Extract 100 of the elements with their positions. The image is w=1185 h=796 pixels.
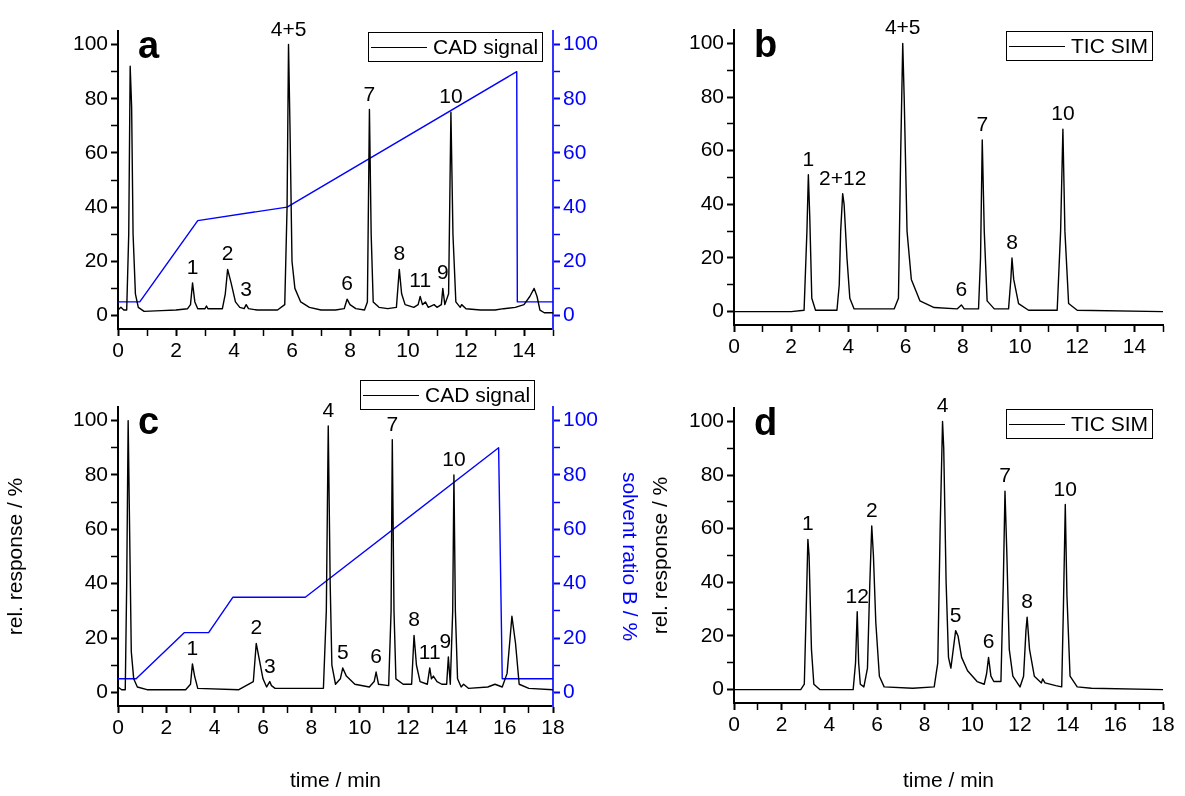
annotation: 2+12 [819,165,867,189]
y-tick-label: 100 [688,30,724,54]
y-tick-label: 60 [84,516,108,540]
x-tick-label: 8 [918,712,931,736]
annotation: 6 [982,629,995,653]
x-tick-label: 0 [728,712,740,736]
annotation: 4+5 [270,16,307,40]
annotation: 4 [322,398,335,422]
x-tick-label: 16 [1103,712,1128,736]
y2-tick-label: 60 [563,516,587,540]
annotation: 7 [363,81,376,105]
annotation: 3 [240,276,253,300]
x-tick-label: 14 [1122,334,1147,358]
y-tick-label: 60 [700,515,724,539]
annotation: 8 [1006,229,1018,253]
y-tick-label: 40 [700,569,724,593]
y-tick-label: 20 [700,622,724,646]
annotation: 10 [442,446,466,470]
x-tick-label: 10 [960,712,985,736]
annotation: 9 [439,629,452,653]
y-tick-label: 60 [84,139,108,163]
legend-label: TIC SIM [1071,34,1148,58]
annotation: 12 [845,583,869,607]
legend-label: CAD signal [425,383,531,407]
chart-title: b [754,23,778,65]
x-tick-label: 10 [396,338,420,362]
x-tick-label: 8 [956,334,969,358]
annotation: 11 [418,639,441,663]
x-tick-label: 2 [775,712,788,736]
annotation: 1 [186,254,199,278]
chart-title: a [138,24,160,66]
x-tick-label: 14 [1055,712,1080,736]
y-tick-label: 40 [700,191,724,215]
x-tick-label: 2 [170,338,182,362]
x-tick-label: 12 [1008,712,1032,736]
annotation: 2 [221,241,234,265]
x-tick-label: 8 [305,715,318,739]
x-axis-title: time / min [289,768,382,792]
annotation: 10 [1053,476,1077,500]
annotation: 10 [439,84,463,108]
y-tick-label: 0 [96,302,108,326]
annotation: 6 [370,644,382,668]
x-tick-label: 18 [1151,712,1175,736]
legend-label: TIC SIM [1071,412,1148,436]
x-tick-label: 0 [112,338,124,362]
y-tick-label: 100 [688,408,724,432]
x-tick-label: 16 [492,715,517,739]
x-tick-label: 2 [785,334,798,358]
x-tick-label: 12 [454,338,478,362]
y-tick-label: 80 [700,461,724,485]
annotation: 2 [250,615,263,639]
y2-tick-label: 100 [563,31,599,55]
annotation: 7 [999,463,1011,487]
x-tick-label: 4 [823,712,836,736]
y2-tick-label: 80 [563,461,587,485]
y2-tick-label: 40 [563,193,587,217]
y-tick-label: 60 [700,137,724,161]
annotation: 1 [802,511,814,535]
x-tick-label: 18 [541,715,565,739]
y-tick-label: 100 [72,31,108,55]
annotation: 11 [409,268,432,292]
chart-title: c [138,400,160,442]
x-tick-label: 10 [347,715,372,739]
x-tick-label: 8 [344,338,356,362]
x-tick-label: 12 [396,715,420,739]
annotation: 8 [1021,589,1033,613]
y-tick-label: 0 [96,679,108,703]
annotation: 1 [186,635,199,659]
y-tick-label: 0 [712,298,724,322]
annotation: 8 [393,241,406,265]
x-tick-label: 10 [1008,334,1032,358]
x-tick-label: 0 [728,334,740,358]
x-tick-label: 14 [512,338,536,362]
y-axis-title: rel. response / % [648,476,672,635]
y2-tick-label: 0 [563,302,575,326]
annotation: 3 [263,653,276,677]
annotation: 10 [1051,101,1075,125]
annotation: 9 [436,260,449,284]
annotation: 2 [865,498,878,521]
y-tick-label: 20 [700,244,724,268]
x-tick-label: 6 [871,712,883,736]
x-tick-label: 14 [444,715,469,739]
y2-tick-label: 80 [563,85,587,109]
x-tick-label: 4 [208,715,221,739]
x-tick-label: 0 [112,715,124,739]
annotation: 7 [976,111,989,135]
annotation: 4+5 [884,15,921,39]
y-axis-title: rel. response / % [3,477,27,636]
annotation: 4 [936,393,949,417]
x-tick-label: 4 [842,334,855,358]
y2-tick-label: 60 [563,139,587,163]
y-tick-label: 20 [84,248,108,272]
annotation: 6 [341,271,353,295]
y-tick-label: 100 [72,407,108,431]
x-tick-label: 4 [228,338,241,362]
y2-tick-label: 100 [563,407,599,431]
annotation: 5 [949,602,962,626]
annotation: 6 [955,276,968,300]
y2-tick-label: 20 [563,248,587,272]
y-tick-label: 40 [84,570,108,594]
